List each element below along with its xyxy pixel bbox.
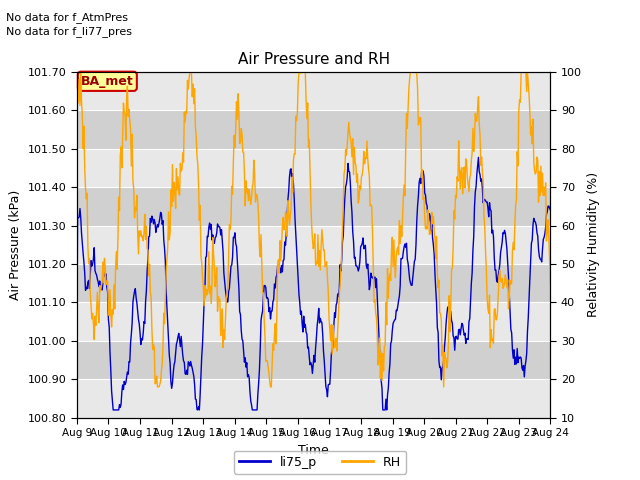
Bar bbox=[77, 341, 550, 379]
Bar bbox=[77, 379, 550, 418]
Bar bbox=[77, 226, 550, 264]
Title: Air Pressure and RH: Air Pressure and RH bbox=[237, 52, 390, 67]
Y-axis label: Air Pressure (kPa): Air Pressure (kPa) bbox=[9, 190, 22, 300]
Text: No data for f_li77_pres: No data for f_li77_pres bbox=[6, 26, 132, 37]
Bar bbox=[77, 187, 550, 226]
Legend: li75_p, RH: li75_p, RH bbox=[234, 451, 406, 474]
Text: No data for f_AtmPres: No data for f_AtmPres bbox=[6, 12, 129, 23]
Bar bbox=[77, 72, 550, 110]
Bar bbox=[77, 149, 550, 187]
X-axis label: Time: Time bbox=[298, 444, 329, 456]
Bar bbox=[77, 110, 550, 149]
Y-axis label: Relativity Humidity (%): Relativity Humidity (%) bbox=[588, 172, 600, 317]
Text: BA_met: BA_met bbox=[81, 75, 134, 88]
Bar bbox=[77, 302, 550, 341]
Bar bbox=[77, 264, 550, 302]
